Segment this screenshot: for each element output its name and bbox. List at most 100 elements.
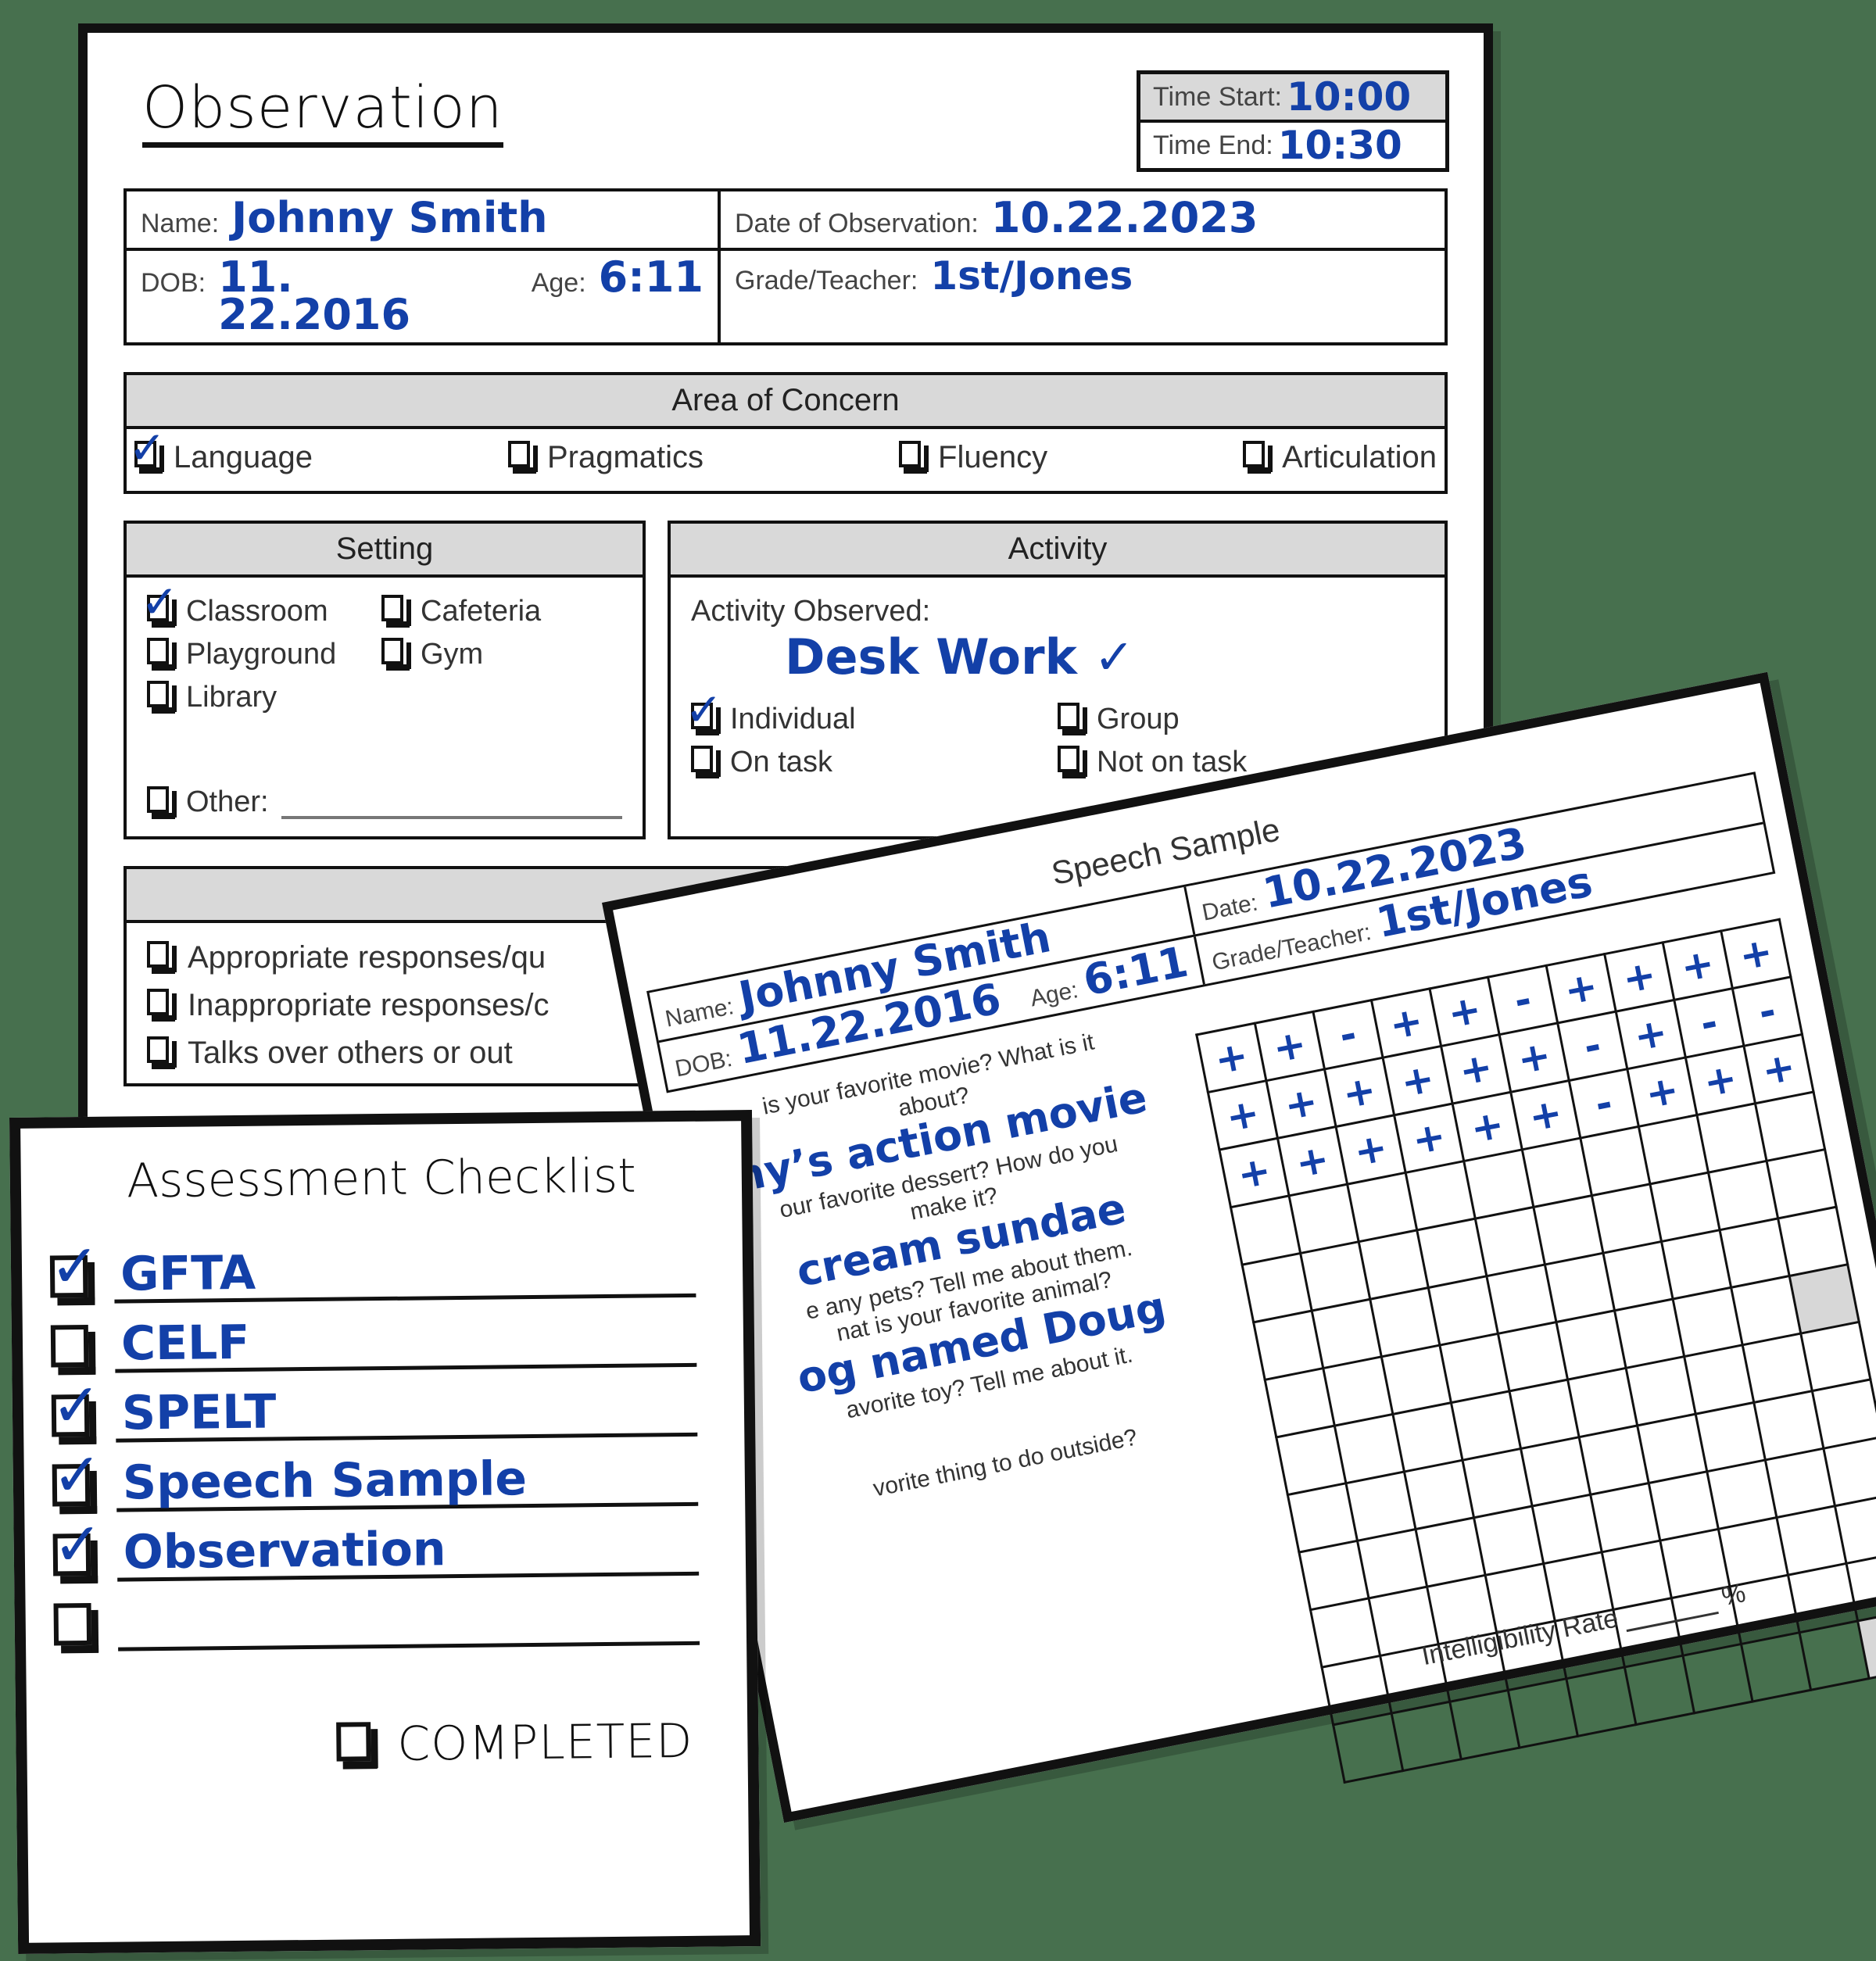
dob-label: DOB: [141,267,206,298]
checklist-line[interactable]: CELF [114,1308,697,1373]
tally-cell[interactable] [1799,1620,1870,1691]
checkbox-classroom[interactable]: ✓ Classroom [141,575,381,629]
option-label: Talks over others or out [188,1035,513,1070]
tally-grid[interactable]: + + - + + - + + + + + + + + + + - + - - + + + + + + - + + + [1195,918,1876,1784]
checklist-rows: ✓ GFTA CELF ✓ SPELT ✓ Speech Sample ✓ Ob… [22,1231,746,1654]
checkbox-cafeteria[interactable]: Cafeteria [381,595,622,628]
activity-header: Activity [671,523,1445,578]
list-item[interactable]: ✓ SPELT [51,1370,698,1445]
checklist-line[interactable] [117,1586,700,1651]
checkbox-icon [1058,746,1087,779]
checkbox-fluency[interactable]: Fluency [899,440,1047,475]
assessment-checklist-card: Assessment Checklist ✓ GFTA CELF ✓ SPELT… [9,1110,761,1954]
checkbox-gym[interactable]: Gym [381,638,622,671]
checkbox-icon [147,785,177,819]
checkbox-on-task[interactable]: On task [691,746,1058,779]
checklist-line[interactable]: Speech Sample [116,1447,699,1512]
tally-cell[interactable] [1391,1702,1462,1771]
checkbox-speech-sample-icon[interactable]: ✓ [52,1440,102,1515]
tally-cell[interactable] [1624,1655,1695,1725]
activity-col-1: ✓ Individual On task [685,687,1058,789]
tally-cell[interactable] [1682,1644,1753,1713]
setting-col-1: ✓ Classroom Playground Library [141,575,381,724]
checkbox-playground[interactable]: Playground [147,638,381,671]
list-item[interactable]: ✓ Speech Sample [52,1440,699,1515]
checkbox-icon [691,746,721,779]
checkbox-blank-icon[interactable] [53,1602,99,1654]
speech-prompt-column: is your favorite movie? What is it about… [677,1012,1258,1527]
checklist-line[interactable]: Observation [116,1516,700,1582]
dob-value: 11. 22.2016 [218,252,411,340]
observation-title: Observation [142,77,503,148]
checkbox-gfta-icon[interactable]: ✓ [50,1231,100,1306]
tally-cell[interactable] [1333,1713,1403,1783]
checkbox-observation-icon[interactable]: ✓ [52,1509,103,1584]
other-write-in[interactable] [281,785,622,819]
time-start-value[interactable]: 10:00 [1287,74,1412,120]
name-label: Name: [663,993,736,1032]
checklist-line[interactable]: GFTA [113,1238,696,1304]
completed-row[interactable]: COMPLETED [27,1714,693,1776]
list-item[interactable]: ✓ Observation [52,1509,700,1584]
spacer [1003,1007,1032,1012]
identity-row-2: DOB: 11. 22.2016 Age: 6:11 Grade/Teacher… [127,250,1445,342]
age-label: Age: [1028,977,1081,1012]
tally-cell[interactable] [1508,1678,1578,1748]
checkbox-not-on-task[interactable]: Not on task [1058,746,1424,779]
setting-other-row[interactable]: Other: [147,785,622,819]
checkbox-talks-over-others[interactable]: Talks over others or out [147,1036,862,1071]
tally-cell[interactable] [1741,1632,1811,1702]
checkbox-icon [1243,441,1273,474]
checklist-item-label: Observation [123,1522,446,1580]
area-of-concern-options: ✓ Language Pragmatics Fluency Articulati… [127,425,1445,491]
tally-cell[interactable] [1812,1379,1876,1449]
list-item[interactable]: ✓ GFTA [50,1231,696,1306]
behavior-col-left: Appropriate responses/qu Inappropriate r… [147,940,862,1083]
option-label: Inappropriate responses/c [188,987,550,1022]
checkbox-completed-icon[interactable] [335,1722,378,1770]
dob-label: DOB: [673,1045,735,1082]
checkbox-spelt-icon[interactable]: ✓ [51,1370,102,1445]
tally-cell[interactable] [1566,1666,1636,1737]
checkbox-library[interactable]: Library [147,681,381,714]
tally-grid-wrapper: + + - + + - + + + + + + + + + + - + - - + + + + + + - + + + [1195,918,1876,1784]
checkbox-icon [899,441,929,474]
checklist-line[interactable]: SPELT [115,1377,698,1443]
dob-age-field[interactable]: DOB: 11. 22.2016 Age: 6:11 [127,250,721,342]
activity-observed-value[interactable]: Desk Work ✓ [785,628,1135,685]
checkbox-group[interactable]: Group [1058,703,1424,736]
time-end-label: Time End: [1153,130,1273,160]
list-item[interactable] [53,1586,700,1654]
time-box: Time Start: 10:00 Time End: 10:30 [1137,70,1449,172]
time-end-value[interactable]: 10:30 [1277,123,1402,168]
name-field[interactable]: Name: Johnny Smith [127,191,721,248]
grade-teacher-field[interactable]: Grade/Teacher: 1st/Jones [721,251,1445,342]
checklist-item-label: SPELT [121,1384,277,1441]
other-label: Other: [186,785,269,818]
tally-cell[interactable] [1449,1690,1520,1759]
observation-identity-table: Name: Johnny Smith Date of Observation: … [124,188,1448,345]
checkbox-appropriate-responses[interactable]: Appropriate responses/qu [147,940,862,975]
checkbox-pragmatics[interactable]: Pragmatics [507,440,704,475]
checkbox-individual[interactable]: ✓ Individual [685,687,1058,736]
age-label: Age: [531,267,586,298]
option-label: Playground [186,637,337,671]
checkbox-inappropriate-responses[interactable]: Inappropriate responses/c [147,988,862,1023]
checkbox-icon [147,941,177,975]
date-label: Date of Observation: [735,208,979,238]
checkbox-articulation[interactable]: Articulation [1243,440,1437,475]
option-label: Language [174,439,313,474]
list-item[interactable]: CELF [50,1308,697,1376]
checkbox-icon [147,989,177,1022]
checkbox-celf-icon[interactable] [50,1324,96,1376]
completed-label: COMPLETED [396,1713,693,1772]
observation-form: Observation Time Start: 10:00 Time End: … [78,23,1493,1141]
option-label: On task [730,745,832,778]
setting-options: ✓ Classroom Playground Library [141,575,622,724]
option-label: Library [186,680,277,714]
checkbox-icon: ✓ [141,575,179,629]
checkbox-language[interactable]: ✓ Language [128,425,313,475]
date-field[interactable]: Date of Observation: 10.22.2023 [721,191,1445,248]
setting-header: Setting [127,523,643,578]
